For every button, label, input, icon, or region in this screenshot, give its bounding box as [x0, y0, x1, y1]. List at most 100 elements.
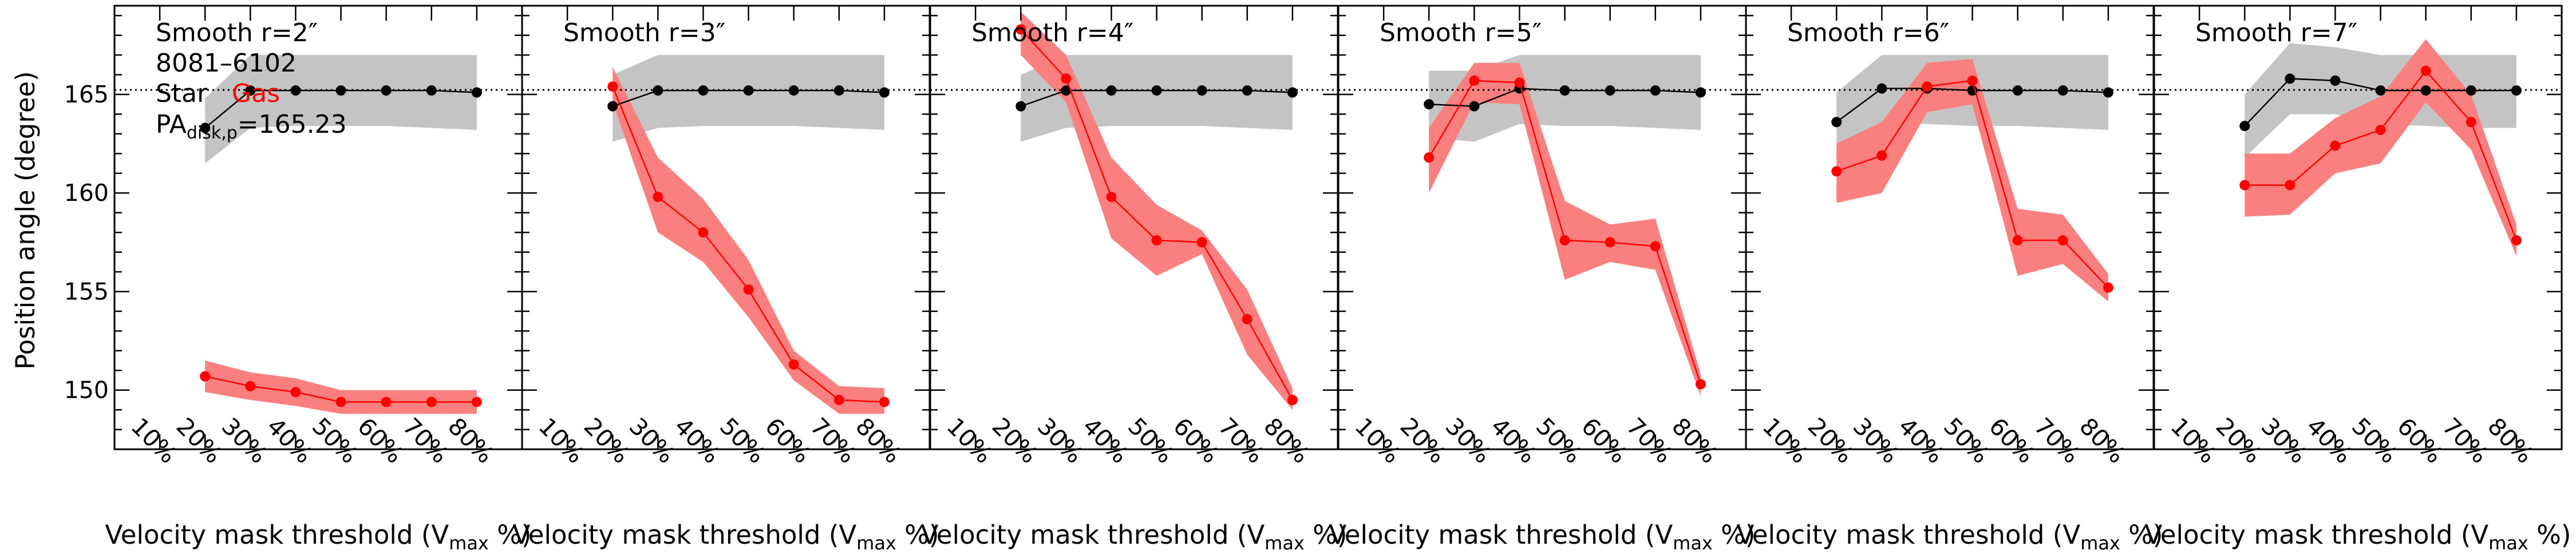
gas-band — [1021, 11, 1293, 410]
x-tick-label: 60% — [352, 413, 408, 469]
gas-point — [698, 227, 709, 238]
gas-point — [2466, 117, 2476, 128]
gas-point — [1650, 241, 1661, 252]
star-point — [743, 85, 754, 96]
gas-point — [290, 387, 301, 398]
gas-band — [2245, 39, 2516, 256]
star-point — [788, 85, 799, 96]
x-tick-label: 40% — [1485, 413, 1542, 469]
star-point — [2057, 85, 2068, 96]
x-tick-label: 80% — [850, 413, 906, 469]
gas-point — [426, 397, 437, 407]
panel-6: 10%20%30%40%50%60%70%80% Smooth r=7″ Veloc… — [2145, 5, 2571, 554]
star-point — [1695, 87, 1706, 98]
x-tick-label: 50% — [1531, 413, 1587, 469]
star-point — [335, 85, 346, 96]
gas-point — [1151, 235, 1162, 246]
gas-point — [1287, 394, 1298, 405]
y-tick-label: 160 — [64, 179, 109, 207]
gas-point — [335, 397, 346, 407]
gas-point — [1196, 237, 1207, 248]
x-tick-label: 60% — [1984, 413, 2040, 469]
panel-3: 10%20%30%40%50%60%70%80% Smooth r=4″ Veloc… — [921, 5, 1348, 554]
y-tick-label: 155 — [64, 278, 109, 305]
x-tick-label: 70% — [2437, 413, 2493, 469]
gas-point — [1242, 314, 1253, 324]
gas-point — [1967, 75, 1978, 86]
panel-title: Smooth r=3″ — [563, 18, 725, 48]
star-point — [426, 85, 437, 96]
star-point — [2420, 85, 2431, 96]
gas-point — [2285, 180, 2296, 191]
x-tick-label: 50% — [1938, 413, 1994, 469]
plot-frame — [2153, 5, 2563, 450]
legend-gas: Gas — [232, 79, 280, 108]
gas-point — [1106, 192, 1117, 203]
gas-point — [2511, 235, 2522, 246]
gas-point — [1016, 24, 1026, 35]
star-point — [1424, 99, 1435, 110]
star-point — [2375, 85, 2386, 96]
x-tick-label: 60% — [1168, 413, 1224, 469]
y-tick-label: 165 — [64, 81, 109, 108]
star-point — [1287, 87, 1298, 98]
gas-point — [1469, 75, 1480, 86]
x-tick-label: 70% — [397, 413, 453, 469]
x-tick-label: 20% — [1803, 413, 1859, 469]
gas-point — [653, 192, 663, 203]
gas-point — [381, 397, 392, 407]
disk-pa-annotation: PAdisk,p=165.23 — [156, 110, 347, 143]
gas-point — [1061, 73, 1072, 84]
panel-title: Smooth r=5″ — [1380, 18, 1542, 48]
x-tick-label: 50% — [1123, 413, 1179, 469]
gas-point — [1922, 81, 1933, 92]
x-tick-label: 80% — [1258, 413, 1314, 469]
x-tick-label: 70% — [2029, 413, 2085, 469]
x-tick-label: 50% — [2346, 413, 2403, 469]
x-tick-label: 20% — [987, 413, 1043, 469]
star-point — [2103, 87, 2113, 98]
x-tick-label: 40% — [1893, 413, 1949, 469]
gas-point — [879, 397, 890, 407]
star-point — [607, 101, 618, 112]
x-axis-label: Velocity mask threshold (Vmax %) — [105, 520, 532, 554]
star-point — [1650, 85, 1661, 96]
star-point — [1106, 85, 1117, 96]
gas-point — [1876, 150, 1887, 161]
x-tick-label: 10% — [1757, 413, 1814, 469]
x-tick-label: 30% — [1032, 413, 1088, 469]
star-point — [653, 85, 663, 96]
x-tick-label: 40% — [262, 413, 318, 469]
panel-title: Smooth r=7″ — [2195, 18, 2357, 48]
x-tick-label: 70% — [805, 413, 861, 469]
x-axis-label: Velocity mask threshold (Vmax %) — [1737, 520, 2163, 554]
gas-series-line — [612, 86, 884, 403]
x-tick-label: 60% — [1576, 413, 1632, 469]
x-tick-label: 70% — [1213, 413, 1269, 469]
x-tick-label: 80% — [442, 413, 499, 469]
star-point — [1151, 85, 1162, 96]
y-tick-label: 150 — [64, 377, 109, 404]
gas-point — [743, 284, 754, 295]
gas-point — [471, 397, 482, 407]
panels: 15015516016510%20%30%40%50%60%70%80%Smoo… — [64, 5, 2571, 554]
legend-star: Star — [156, 79, 208, 108]
gas-point — [2420, 65, 2431, 76]
gas-point — [1424, 152, 1435, 163]
x-tick-label: 70% — [1621, 413, 1677, 469]
star-point — [1876, 83, 1887, 94]
gas-point — [788, 359, 799, 370]
y-axis-label: Position angle (degree) — [10, 71, 41, 369]
x-axis-label: Velocity mask threshold (Vmax %) — [921, 520, 1348, 554]
star-band — [205, 55, 477, 164]
x-tick-label: 10% — [534, 413, 590, 469]
star-point — [1559, 85, 1570, 96]
x-tick-label: 30% — [624, 413, 680, 469]
gas-point — [200, 371, 211, 382]
x-tick-label: 30% — [2256, 413, 2312, 469]
gas-point — [2103, 282, 2113, 293]
x-tick-label: 80% — [1666, 413, 1722, 469]
x-tick-label: 10% — [2166, 413, 2222, 469]
